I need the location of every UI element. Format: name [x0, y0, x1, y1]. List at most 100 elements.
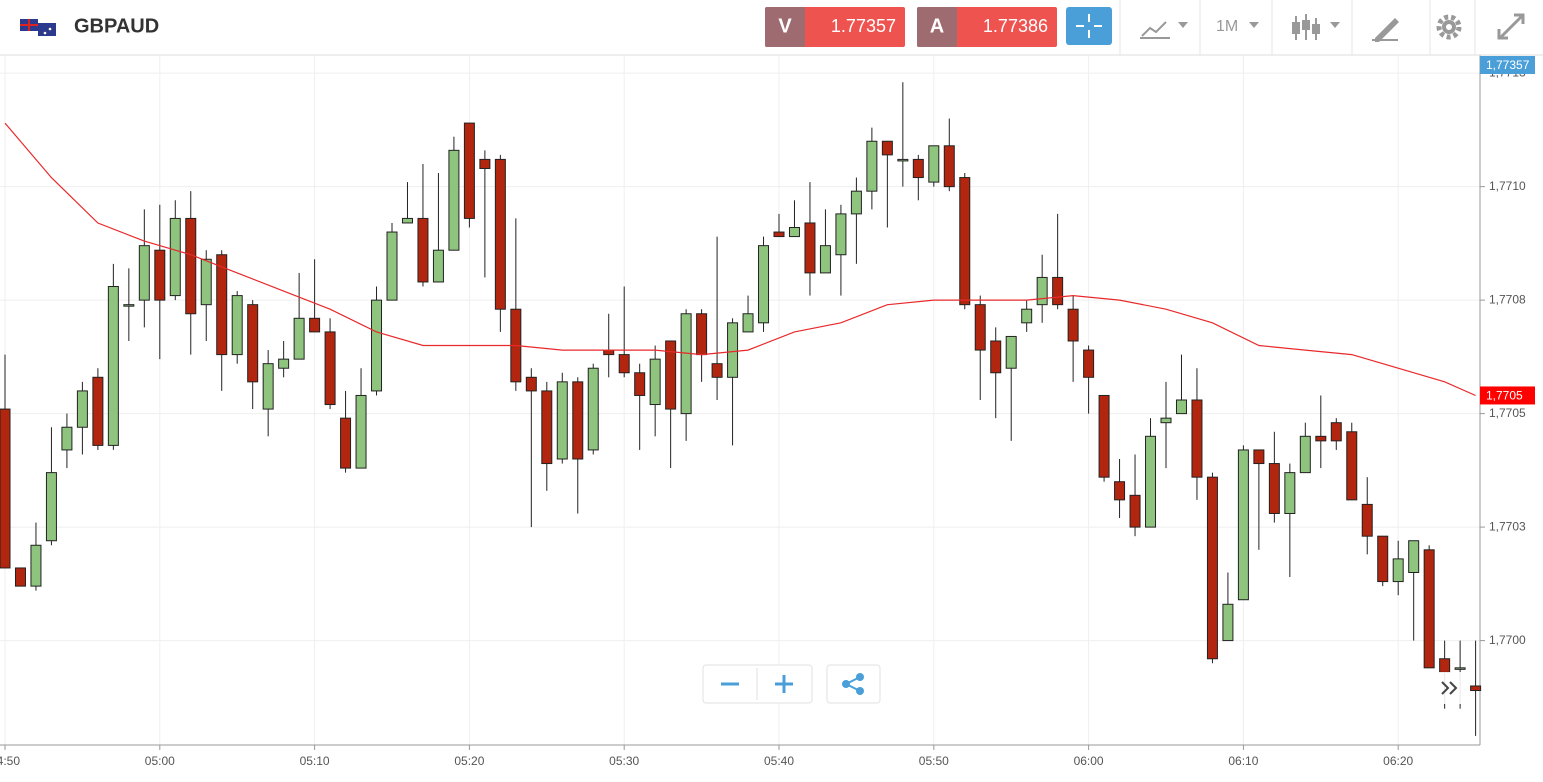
candle-body — [247, 304, 259, 383]
candle-body — [928, 145, 940, 183]
y-tick-label: 1,7708 — [1489, 292, 1526, 306]
candle-body — [788, 227, 800, 238]
candle-body — [572, 381, 584, 460]
chart-type-button[interactable] — [1140, 21, 1188, 39]
sell-button[interactable]: V 1.77357 — [765, 7, 905, 47]
timeframe: 1M — [1216, 18, 1238, 35]
candle-body — [1021, 308, 1033, 324]
x-tick-label: 05:20 — [454, 754, 484, 768]
candle-body — [835, 213, 847, 256]
x-tick-label: 05:50 — [919, 754, 949, 768]
candle-body — [401, 217, 413, 224]
candle-body — [727, 322, 739, 378]
candle-body — [897, 158, 909, 162]
settings-button[interactable] — [1436, 14, 1462, 40]
candle-body — [587, 367, 599, 451]
candle-body — [665, 340, 677, 410]
price-tag — [1480, 386, 1535, 405]
buy-label: A — [930, 15, 944, 37]
candle-body — [154, 249, 166, 301]
candle-body — [216, 254, 228, 356]
candle-body — [618, 354, 630, 374]
candle-body — [169, 217, 181, 297]
candle-body — [541, 390, 553, 465]
candle-body — [1299, 435, 1311, 474]
candle-body — [1361, 503, 1373, 537]
share-button[interactable] — [826, 664, 881, 704]
candle-body — [355, 394, 367, 469]
candle-body — [649, 358, 661, 406]
candle-body — [758, 245, 770, 324]
candle-body — [819, 245, 831, 274]
y-tick-label: 1,7710 — [1489, 179, 1526, 193]
timeframe-button[interactable]: 1M — [1216, 18, 1259, 35]
candle-body — [1083, 349, 1095, 378]
buy-button[interactable]: A 1.77386 — [917, 7, 1057, 47]
candle-body — [680, 313, 692, 415]
fullscreen-button[interactable] — [1497, 13, 1525, 40]
candle-body — [1067, 308, 1079, 342]
candle-body — [185, 217, 197, 315]
candle-body — [1206, 476, 1218, 660]
price-tag-label: 1,7705 — [1486, 389, 1523, 403]
candle-body — [742, 313, 754, 333]
x-tick-label: 05:10 — [300, 754, 330, 768]
scroll-end-button[interactable] — [1433, 672, 1465, 704]
candle-body — [773, 231, 785, 238]
crosshair-button[interactable] — [1066, 7, 1112, 45]
candle-body — [1423, 549, 1435, 669]
candle-body — [1222, 603, 1234, 642]
candle-body — [990, 340, 1002, 374]
candle-body — [386, 231, 398, 301]
zoom-controls — [702, 664, 813, 704]
candle-body — [1036, 276, 1048, 306]
candle-body — [14, 567, 26, 587]
buy-price: 1.77386 — [983, 16, 1048, 36]
candle-body — [912, 158, 924, 179]
draw-button[interactable] — [1372, 18, 1399, 42]
candle-style-button[interactable] — [1292, 14, 1340, 40]
candle-body — [525, 376, 537, 392]
candle-body — [634, 372, 646, 396]
candle-body — [1377, 535, 1389, 583]
candle-body — [1098, 394, 1110, 478]
candle-body — [479, 158, 491, 169]
candle-body — [432, 249, 444, 283]
candle-body — [231, 295, 243, 356]
candle-body — [974, 304, 986, 351]
candle-body — [293, 317, 305, 360]
sell-price: 1.77357 — [831, 16, 896, 36]
candle-body — [804, 222, 816, 274]
x-tick-label: 06:00 — [1074, 754, 1104, 768]
candle-body — [309, 317, 321, 333]
candle-body — [1330, 422, 1342, 442]
candle-body — [1114, 481, 1126, 501]
candle-body — [278, 358, 290, 369]
candle-body — [850, 190, 862, 215]
y-tick-label: 1,7705 — [1489, 406, 1526, 420]
candle-body — [1175, 399, 1187, 415]
candle-body — [494, 158, 506, 310]
candle-body — [1284, 472, 1296, 514]
candle-body — [959, 177, 971, 306]
candle-body — [200, 258, 212, 306]
candle-body — [340, 417, 352, 469]
candle-body — [1408, 540, 1420, 574]
candle-body — [92, 376, 104, 446]
candle-body — [324, 331, 336, 406]
candle-body — [556, 381, 568, 460]
zoom-in[interactable] — [775, 675, 793, 693]
candle-body — [1454, 667, 1466, 670]
x-tick-label: 05:00 — [145, 754, 175, 768]
plot-area — [0, 55, 1485, 750]
candle-body — [1346, 431, 1358, 501]
candle-body — [1253, 449, 1265, 465]
candle-body — [463, 122, 475, 219]
candle-body — [1160, 417, 1172, 424]
candle-body — [371, 299, 383, 392]
y-tick-label: 1,7703 — [1489, 519, 1526, 533]
candle-body — [696, 313, 708, 356]
